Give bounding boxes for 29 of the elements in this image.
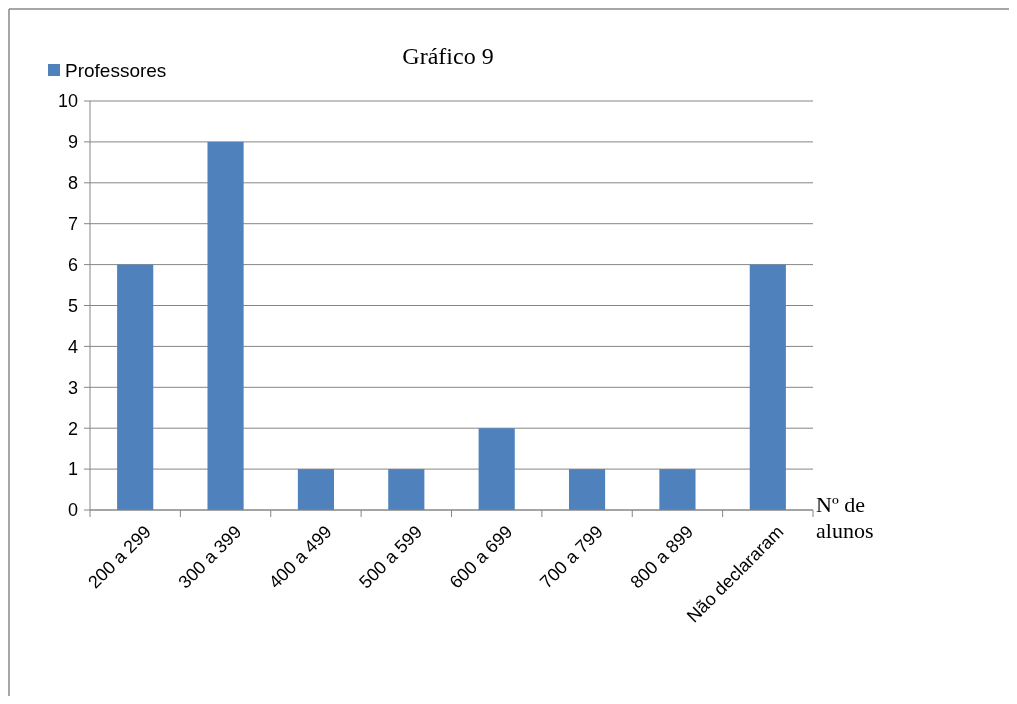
bar bbox=[297, 469, 335, 510]
chart-title: Gráfico 9 bbox=[402, 43, 494, 69]
y-tick-label: 7 bbox=[67, 214, 78, 234]
bar bbox=[659, 469, 696, 510]
y-tick-label: 4 bbox=[67, 336, 78, 357]
y-tick-label: 0 bbox=[67, 500, 78, 521]
x-tick-label: 700 a 799 bbox=[536, 521, 607, 593]
x-tick-label: 200 a 299 bbox=[84, 521, 155, 593]
y-tick-label: 3 bbox=[67, 377, 78, 398]
y-tick-label: 10 bbox=[57, 91, 78, 112]
y-tick-label: 6 bbox=[67, 254, 78, 275]
bar bbox=[388, 469, 425, 510]
x-tick-label: 800 a 899 bbox=[626, 521, 698, 593]
x-tick-label: 400 a 499 bbox=[264, 521, 336, 593]
x-axis-title: Nº de alunos bbox=[816, 492, 874, 543]
y-tick-label: 1 bbox=[67, 459, 78, 480]
bar bbox=[568, 469, 606, 510]
bar bbox=[207, 141, 244, 510]
x-tick-label: 300 a 399 bbox=[174, 521, 246, 593]
y-tick-label: 9 bbox=[67, 132, 78, 153]
bar bbox=[749, 264, 786, 510]
bar bbox=[478, 428, 515, 510]
x-tick-label: 500 a 599 bbox=[355, 521, 427, 593]
bar bbox=[117, 264, 154, 510]
y-tick-label: 5 bbox=[67, 295, 78, 316]
y-tick-label: 2 bbox=[67, 418, 78, 439]
x-tick-label: 600 a 699 bbox=[445, 521, 517, 593]
legend-label: Professores bbox=[65, 59, 167, 81]
y-tick-label: 8 bbox=[67, 173, 78, 194]
